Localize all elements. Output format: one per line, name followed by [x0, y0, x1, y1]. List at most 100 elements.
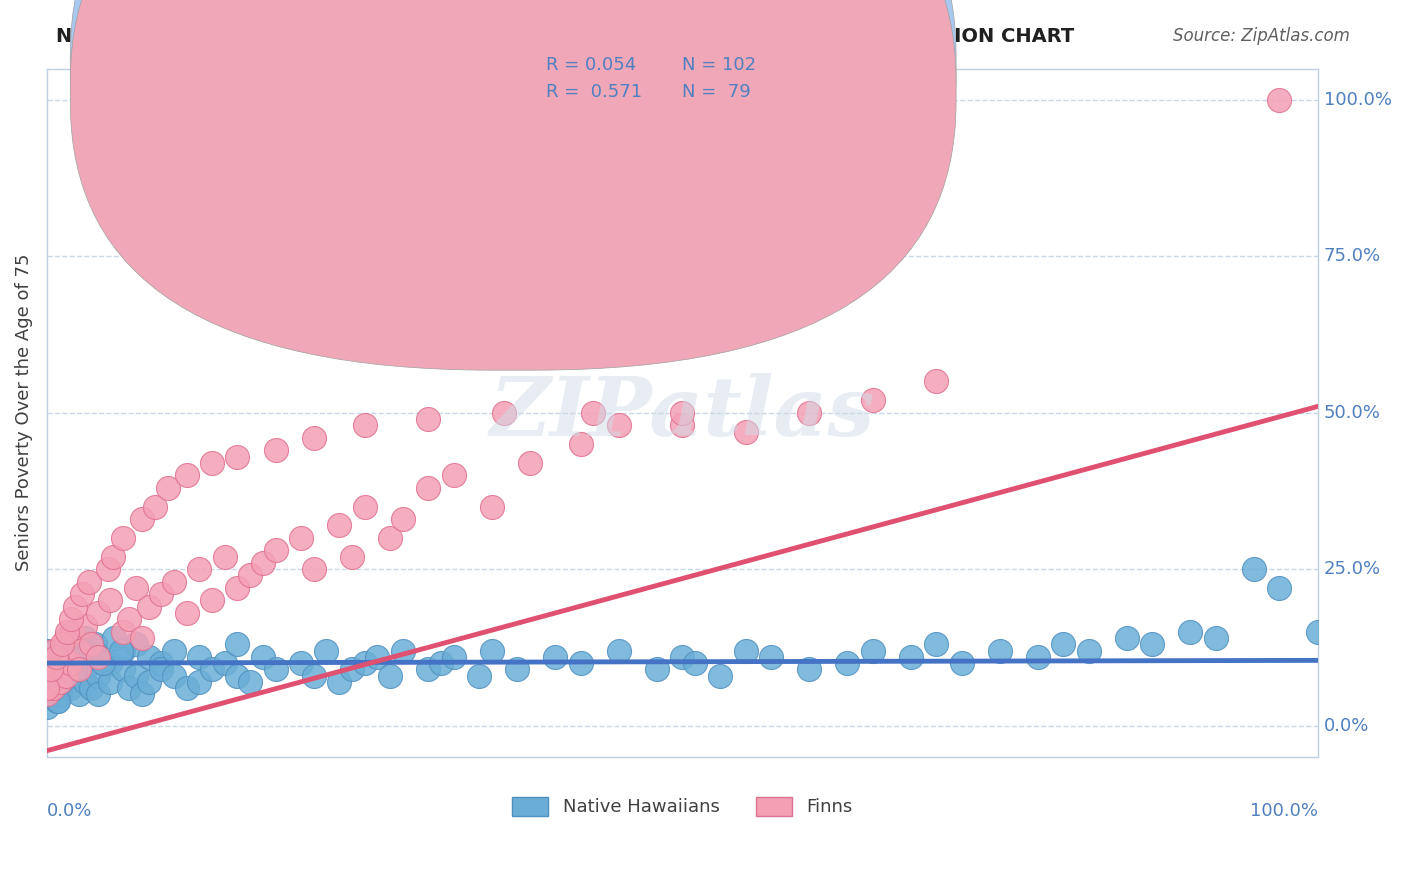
Point	[112, 531, 135, 545]
Point	[950, 656, 973, 670]
Point	[46, 693, 69, 707]
Point	[35, 643, 58, 657]
Point	[481, 643, 503, 657]
Point	[48, 668, 70, 682]
Point	[60, 612, 83, 626]
Point	[112, 643, 135, 657]
Point	[118, 612, 141, 626]
Point	[328, 674, 350, 689]
Point	[188, 674, 211, 689]
Point	[290, 656, 312, 670]
Point	[55, 637, 77, 651]
Point	[77, 574, 100, 589]
Point	[56, 624, 79, 639]
Point	[176, 468, 198, 483]
Point	[188, 562, 211, 576]
Point	[252, 649, 274, 664]
Point	[709, 668, 731, 682]
Point	[86, 687, 108, 701]
Point	[176, 681, 198, 695]
Point	[73, 674, 96, 689]
Point	[138, 674, 160, 689]
Text: 50.0%: 50.0%	[1324, 404, 1381, 422]
Point	[67, 643, 90, 657]
Point	[353, 500, 375, 514]
Point	[150, 656, 173, 670]
Point	[925, 637, 948, 651]
Point	[201, 456, 224, 470]
Point	[544, 649, 567, 664]
Point	[163, 643, 186, 657]
Point	[150, 662, 173, 676]
Point	[51, 649, 73, 664]
Point	[51, 637, 73, 651]
Point	[86, 606, 108, 620]
Point	[226, 668, 249, 682]
Text: R = 0.054: R = 0.054	[546, 56, 636, 74]
Text: N = 102: N = 102	[682, 56, 756, 74]
Point	[734, 643, 756, 657]
Point	[1052, 637, 1074, 651]
Point	[188, 649, 211, 664]
Text: NATIVE HAWAIIAN VS FINNISH SENIORS POVERTY OVER THE AGE OF 75 CORRELATION CHART: NATIVE HAWAIIAN VS FINNISH SENIORS POVER…	[56, 27, 1074, 45]
Point	[112, 624, 135, 639]
Point	[671, 418, 693, 433]
Point	[569, 437, 592, 451]
Point	[264, 662, 287, 676]
Point	[302, 431, 325, 445]
Point	[506, 662, 529, 676]
Point	[143, 500, 166, 514]
Point	[340, 549, 363, 564]
Point	[59, 656, 82, 670]
Point	[63, 599, 86, 614]
Point	[1306, 624, 1329, 639]
Point	[163, 668, 186, 682]
Point	[35, 674, 58, 689]
Point	[1026, 649, 1049, 664]
Point	[86, 649, 108, 664]
Point	[86, 649, 108, 664]
Point	[100, 593, 122, 607]
Point	[214, 656, 236, 670]
Point	[48, 662, 70, 676]
Point	[302, 562, 325, 576]
Point	[35, 699, 58, 714]
Text: R =  0.571: R = 0.571	[546, 83, 641, 101]
Point	[138, 649, 160, 664]
Point	[131, 631, 153, 645]
Point	[671, 406, 693, 420]
Point	[138, 599, 160, 614]
Point	[125, 637, 148, 651]
Point	[443, 468, 465, 483]
Point	[226, 637, 249, 651]
Point	[862, 643, 884, 657]
Point	[60, 656, 83, 670]
Point	[84, 637, 107, 651]
Point	[683, 656, 706, 670]
Point	[226, 581, 249, 595]
Point	[378, 531, 401, 545]
Point	[290, 531, 312, 545]
Point	[1243, 562, 1265, 576]
Point	[1180, 624, 1202, 639]
Point	[73, 662, 96, 676]
Point	[1142, 637, 1164, 651]
Point	[53, 668, 76, 682]
Point	[131, 512, 153, 526]
Point	[264, 543, 287, 558]
Point	[226, 450, 249, 464]
Point	[42, 681, 65, 695]
Point	[607, 418, 630, 433]
Point	[131, 687, 153, 701]
Point	[39, 662, 62, 676]
Point	[494, 406, 516, 420]
Point	[264, 443, 287, 458]
Point	[100, 656, 122, 670]
Point	[378, 668, 401, 682]
Point	[112, 662, 135, 676]
Point	[340, 662, 363, 676]
Point	[125, 668, 148, 682]
Text: 100.0%: 100.0%	[1250, 802, 1317, 820]
Point	[91, 656, 114, 670]
Point	[416, 412, 439, 426]
